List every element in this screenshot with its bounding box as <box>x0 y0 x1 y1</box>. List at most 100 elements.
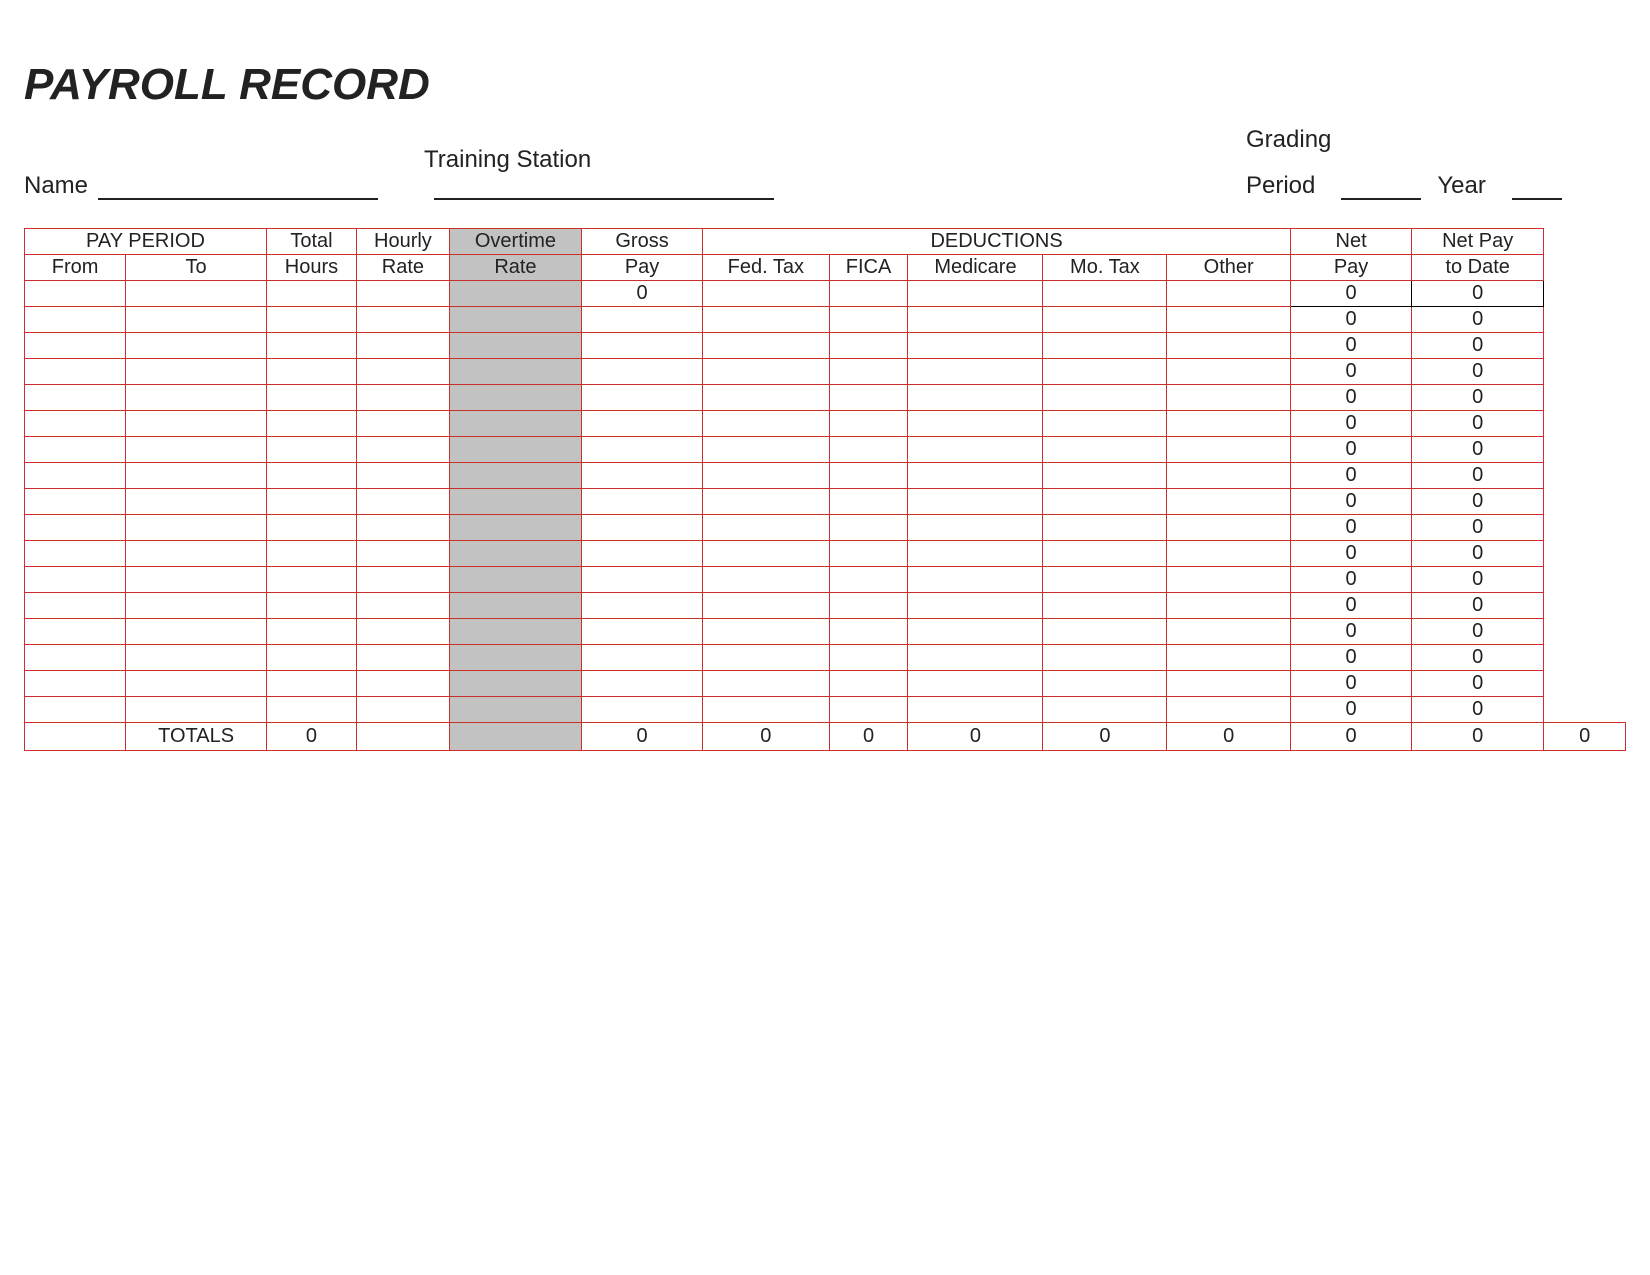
cell-gross-pay[interactable] <box>582 697 703 723</box>
cell-fed-tax[interactable] <box>703 411 830 437</box>
cell-from[interactable] <box>25 697 126 723</box>
cell-medicare[interactable] <box>908 645 1043 671</box>
cell-fed-tax[interactable] <box>703 645 830 671</box>
cell-net-pay[interactable]: 0 <box>1291 359 1412 385</box>
cell-other[interactable] <box>1167 619 1291 645</box>
cell-fica[interactable] <box>829 697 908 723</box>
cell-mo-tax[interactable] <box>1043 463 1167 489</box>
cell-net-pay[interactable]: 0 <box>1291 645 1412 671</box>
cell-medicare[interactable] <box>908 697 1043 723</box>
cell-overtime-rate[interactable] <box>449 515 581 541</box>
cell-medicare[interactable] <box>908 333 1043 359</box>
cell-net-pay[interactable]: 0 <box>1291 671 1412 697</box>
cell-overtime-rate[interactable] <box>449 359 581 385</box>
cell-gross-pay[interactable] <box>582 619 703 645</box>
cell-from[interactable] <box>25 307 126 333</box>
cell-mo-tax[interactable] <box>1043 697 1167 723</box>
cell-from[interactable] <box>25 281 126 307</box>
cell-other[interactable] <box>1167 593 1291 619</box>
cell-other[interactable] <box>1167 645 1291 671</box>
cell-total-hours[interactable] <box>266 645 356 671</box>
cell-gross-pay[interactable] <box>582 645 703 671</box>
cell-to[interactable] <box>126 281 267 307</box>
cell-fica[interactable] <box>829 619 908 645</box>
cell-net-pay-to-date[interactable]: 0 <box>1412 697 1544 723</box>
cell-fica[interactable] <box>829 281 908 307</box>
cell-net-pay[interactable]: 0 <box>1291 411 1412 437</box>
cell-other[interactable] <box>1167 333 1291 359</box>
cell-net-pay-to-date[interactable]: 0 <box>1412 619 1544 645</box>
cell-net-pay[interactable]: 0 <box>1291 385 1412 411</box>
cell-hourly-rate[interactable] <box>356 385 449 411</box>
cell-net-pay-to-date[interactable]: 0 <box>1412 385 1544 411</box>
cell-total-hours[interactable] <box>266 489 356 515</box>
cell-net-pay-to-date[interactable]: 0 <box>1412 515 1544 541</box>
cell-mo-tax[interactable] <box>1043 307 1167 333</box>
cell-mo-tax[interactable] <box>1043 541 1167 567</box>
cell-to[interactable] <box>126 619 267 645</box>
cell-gross-pay[interactable] <box>582 463 703 489</box>
cell-total-hours[interactable] <box>266 619 356 645</box>
cell-mo-tax[interactable] <box>1043 619 1167 645</box>
cell-mo-tax[interactable] <box>1043 359 1167 385</box>
cell-fed-tax[interactable] <box>703 697 830 723</box>
cell-other[interactable] <box>1167 359 1291 385</box>
cell-medicare[interactable] <box>908 567 1043 593</box>
cell-fica[interactable] <box>829 671 908 697</box>
cell-gross-pay[interactable] <box>582 567 703 593</box>
cell-gross-pay[interactable] <box>582 411 703 437</box>
cell-hourly-rate[interactable] <box>356 593 449 619</box>
cell-hourly-rate[interactable] <box>356 671 449 697</box>
cell-fed-tax[interactable] <box>703 567 830 593</box>
cell-fed-tax[interactable] <box>703 541 830 567</box>
cell-overtime-rate[interactable] <box>449 463 581 489</box>
cell-other[interactable] <box>1167 385 1291 411</box>
cell-to[interactable] <box>126 307 267 333</box>
cell-mo-tax[interactable] <box>1043 385 1167 411</box>
cell-to[interactable] <box>126 541 267 567</box>
cell-fica[interactable] <box>829 645 908 671</box>
cell-other[interactable] <box>1167 411 1291 437</box>
cell-total-hours[interactable] <box>266 359 356 385</box>
cell-to[interactable] <box>126 385 267 411</box>
cell-other[interactable] <box>1167 671 1291 697</box>
cell-gross-pay[interactable] <box>582 437 703 463</box>
cell-fica[interactable] <box>829 567 908 593</box>
cell-net-pay-to-date[interactable]: 0 <box>1412 463 1544 489</box>
cell-net-pay-to-date[interactable]: 0 <box>1412 333 1544 359</box>
cell-net-pay[interactable]: 0 <box>1291 619 1412 645</box>
cell-total-hours[interactable] <box>266 697 356 723</box>
cell-total-hours[interactable] <box>266 333 356 359</box>
cell-hourly-rate[interactable] <box>356 515 449 541</box>
name-input-line[interactable] <box>98 176 378 200</box>
cell-from[interactable] <box>25 359 126 385</box>
cell-medicare[interactable] <box>908 671 1043 697</box>
cell-hourly-rate[interactable] <box>356 697 449 723</box>
cell-mo-tax[interactable] <box>1043 645 1167 671</box>
cell-total-hours[interactable] <box>266 437 356 463</box>
cell-fica[interactable] <box>829 411 908 437</box>
cell-medicare[interactable] <box>908 385 1043 411</box>
cell-hourly-rate[interactable] <box>356 463 449 489</box>
cell-mo-tax[interactable] <box>1043 671 1167 697</box>
cell-other[interactable] <box>1167 307 1291 333</box>
cell-other[interactable] <box>1167 489 1291 515</box>
cell-to[interactable] <box>126 645 267 671</box>
cell-net-pay-to-date[interactable]: 0 <box>1412 281 1544 307</box>
cell-fica[interactable] <box>829 515 908 541</box>
cell-fed-tax[interactable] <box>703 333 830 359</box>
cell-fed-tax[interactable] <box>703 619 830 645</box>
cell-from[interactable] <box>25 619 126 645</box>
cell-net-pay[interactable]: 0 <box>1291 541 1412 567</box>
cell-total-hours[interactable] <box>266 307 356 333</box>
cell-fed-tax[interactable] <box>703 463 830 489</box>
cell-fica[interactable] <box>829 437 908 463</box>
cell-net-pay-to-date[interactable]: 0 <box>1412 307 1544 333</box>
cell-to[interactable] <box>126 671 267 697</box>
cell-from[interactable] <box>25 671 126 697</box>
cell-mo-tax[interactable] <box>1043 515 1167 541</box>
cell-net-pay-to-date[interactable]: 0 <box>1412 541 1544 567</box>
cell-total-hours[interactable] <box>266 411 356 437</box>
cell-mo-tax[interactable] <box>1043 437 1167 463</box>
cell-fica[interactable] <box>829 593 908 619</box>
